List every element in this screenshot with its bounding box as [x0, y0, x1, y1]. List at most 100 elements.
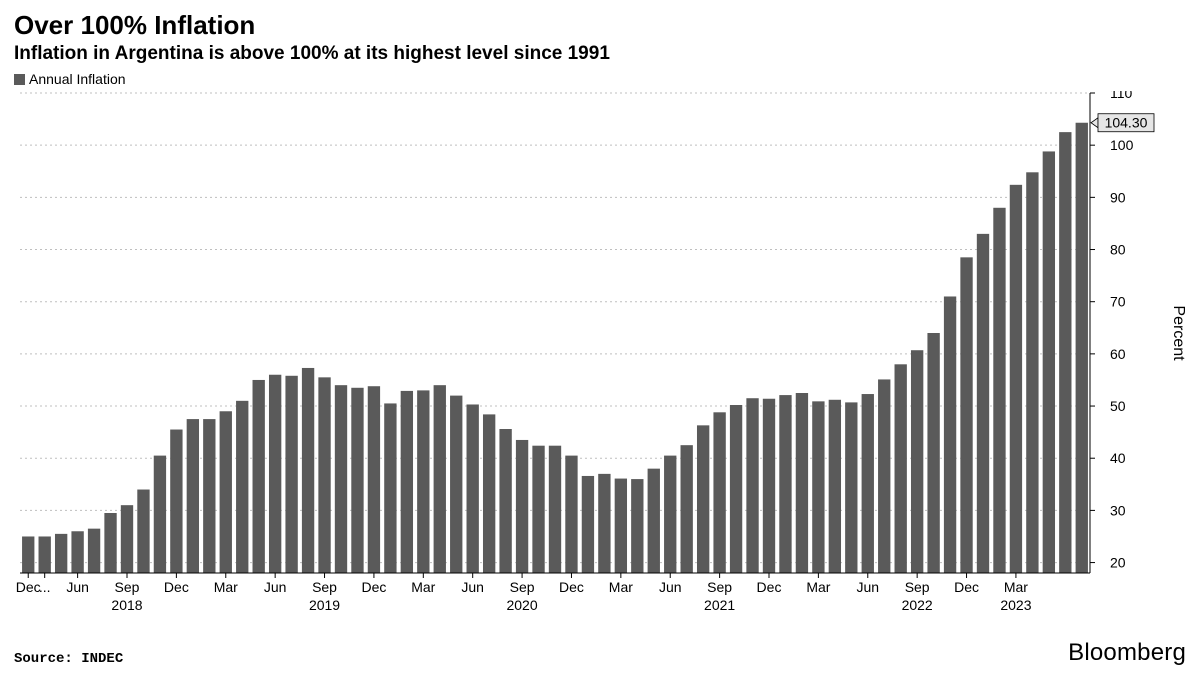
- bar: [417, 390, 429, 573]
- bar: [154, 456, 166, 573]
- bar: [170, 430, 182, 573]
- bar: [335, 385, 347, 573]
- bar: [187, 419, 199, 573]
- bar: [467, 404, 479, 573]
- svg-text:Dec: Dec: [16, 579, 41, 595]
- bar: [895, 364, 907, 573]
- bar: [351, 388, 363, 573]
- svg-text:Dec: Dec: [559, 579, 584, 595]
- bar: [549, 446, 561, 573]
- bar: [1076, 123, 1088, 573]
- bar: [285, 376, 297, 573]
- bar: [401, 391, 413, 573]
- svg-text:Mar: Mar: [1004, 579, 1028, 595]
- bar: [450, 396, 462, 573]
- bar: [236, 401, 248, 573]
- legend-swatch: [14, 74, 25, 85]
- bar: [648, 469, 660, 573]
- bar-chart-svg: 2030405060708090100110Dec...JunSepDecMar…: [14, 91, 1186, 621]
- bar: [862, 394, 874, 573]
- svg-text:90: 90: [1110, 189, 1126, 205]
- svg-text:2023: 2023: [1000, 597, 1031, 613]
- plot-area: 2030405060708090100110Dec...JunSepDecMar…: [14, 91, 1186, 621]
- svg-text:Percent: Percent: [1170, 305, 1186, 361]
- bar: [664, 456, 676, 573]
- bar: [88, 529, 100, 573]
- bar: [499, 429, 511, 573]
- bar: [713, 412, 725, 573]
- bar: [779, 395, 791, 573]
- bar: [960, 257, 972, 573]
- svg-text:30: 30: [1110, 502, 1126, 518]
- bar: [615, 479, 627, 573]
- bar: [746, 398, 758, 573]
- bar: [269, 375, 281, 573]
- bar: [318, 377, 330, 573]
- bar: [302, 368, 314, 573]
- svg-text:20: 20: [1110, 555, 1126, 571]
- legend-label: Annual Inflation: [29, 71, 126, 87]
- svg-text:60: 60: [1110, 346, 1126, 362]
- bar: [829, 400, 841, 573]
- svg-text:Sep: Sep: [905, 579, 930, 595]
- bar: [582, 476, 594, 573]
- svg-text:Jun: Jun: [264, 579, 287, 595]
- svg-text:110: 110: [1110, 91, 1133, 101]
- bar: [927, 333, 939, 573]
- bar: [911, 350, 923, 573]
- chart-subtitle: Inflation in Argentina is above 100% at …: [14, 43, 1186, 65]
- bar: [944, 296, 956, 573]
- chart-title: Over 100% Inflation: [14, 10, 1186, 41]
- svg-text:100: 100: [1110, 137, 1134, 153]
- bar: [220, 411, 232, 573]
- bar: [730, 405, 742, 573]
- bar: [384, 403, 396, 573]
- source-label: Source: INDEC: [14, 651, 123, 667]
- svg-text:Mar: Mar: [214, 579, 238, 595]
- bar: [516, 440, 528, 573]
- svg-text:Dec: Dec: [361, 579, 386, 595]
- bar: [681, 445, 693, 573]
- bar: [1010, 185, 1022, 573]
- brand-label: Bloomberg: [1068, 639, 1186, 667]
- svg-text:...: ...: [39, 579, 51, 595]
- svg-text:Dec: Dec: [954, 579, 979, 595]
- bar: [598, 474, 610, 573]
- svg-text:2020: 2020: [506, 597, 537, 613]
- svg-text:70: 70: [1110, 294, 1126, 310]
- bar: [1043, 151, 1055, 573]
- svg-text:Jun: Jun: [66, 579, 89, 595]
- bar: [368, 386, 380, 573]
- svg-text:Sep: Sep: [510, 579, 535, 595]
- svg-text:Jun: Jun: [461, 579, 484, 595]
- bar: [1026, 172, 1038, 573]
- svg-text:Sep: Sep: [707, 579, 732, 595]
- bar: [565, 456, 577, 573]
- svg-text:Dec: Dec: [757, 579, 782, 595]
- bar: [71, 531, 83, 573]
- bar: [631, 479, 643, 573]
- bar: [532, 446, 544, 573]
- bar: [137, 490, 149, 573]
- svg-text:80: 80: [1110, 242, 1126, 258]
- svg-text:104.30: 104.30: [1105, 115, 1148, 131]
- bar: [104, 513, 116, 573]
- svg-text:50: 50: [1110, 398, 1126, 414]
- bar: [55, 534, 67, 573]
- legend: Annual Inflation: [14, 71, 1186, 87]
- svg-text:2018: 2018: [111, 597, 142, 613]
- svg-text:Jun: Jun: [856, 579, 879, 595]
- bar: [977, 234, 989, 573]
- bar: [845, 402, 857, 573]
- footer: Source: INDEC Bloomberg: [14, 639, 1186, 667]
- svg-text:2019: 2019: [309, 597, 340, 613]
- bar: [39, 536, 51, 573]
- bar: [253, 380, 265, 573]
- bar: [203, 419, 215, 573]
- bar: [763, 399, 775, 573]
- svg-text:2021: 2021: [704, 597, 735, 613]
- bar: [434, 385, 446, 573]
- svg-text:Mar: Mar: [806, 579, 830, 595]
- bar: [22, 536, 34, 573]
- bar: [812, 401, 824, 573]
